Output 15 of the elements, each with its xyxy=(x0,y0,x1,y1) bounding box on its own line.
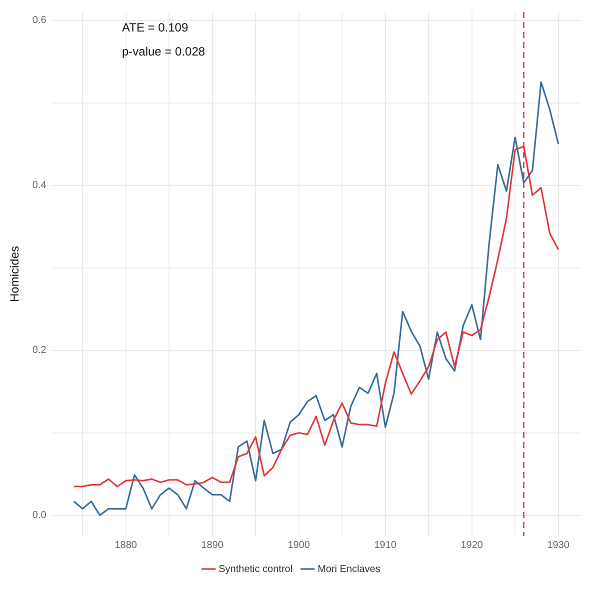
y-tick-label: 0.6 xyxy=(32,15,47,26)
legend-label: Synthetic control xyxy=(218,564,293,575)
y-axis-title: Homicides xyxy=(8,246,22,302)
x-tick-label: 1890 xyxy=(201,540,224,551)
x-tick-label: 1880 xyxy=(114,540,138,551)
annotation: p-value = 0.028 xyxy=(122,44,206,58)
x-tick-label: 1930 xyxy=(547,540,570,551)
annotation: ATE = 0.109 xyxy=(122,20,188,34)
legend-label: Mori Enclaves xyxy=(318,564,380,575)
y-tick-label: 0.0 xyxy=(32,510,47,522)
x-tick-label: 1920 xyxy=(460,540,484,551)
y-tick-label: 0.2 xyxy=(32,345,47,356)
x-tick-label: 1910 xyxy=(374,540,397,551)
x-tick-label: 1900 xyxy=(288,540,310,551)
y-tick-label: 0.4 xyxy=(32,180,47,192)
